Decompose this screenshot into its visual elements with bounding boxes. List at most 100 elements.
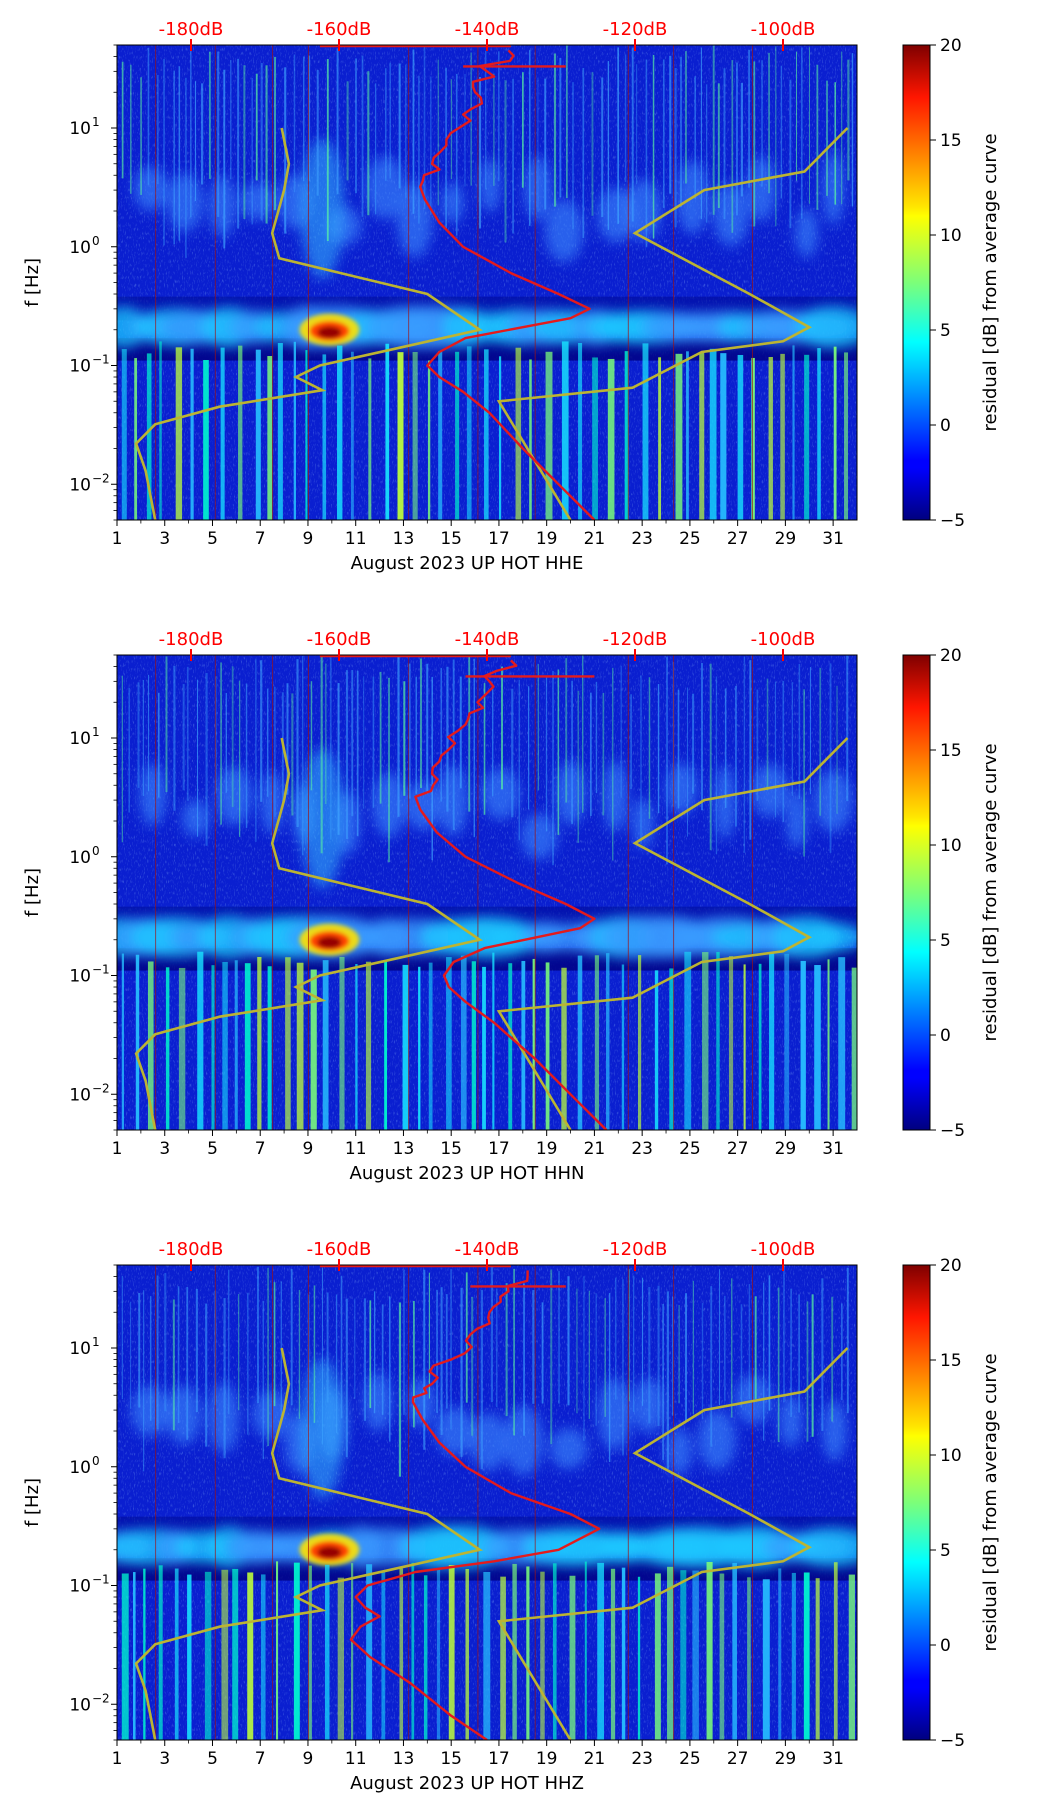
hf-line: [544, 78, 547, 210]
hf-line: [274, 56, 276, 211]
diffuse-blob: [795, 208, 818, 258]
hf-line: [142, 680, 144, 796]
y-tick-exponent: −2: [92, 471, 110, 485]
hf-line: [355, 58, 357, 194]
hf-line: [337, 683, 340, 835]
hf-line: [761, 60, 763, 187]
hf-line: [173, 70, 175, 245]
hf-line: [459, 676, 462, 789]
x-tick-label: 25: [679, 529, 701, 549]
hf-line: [582, 655, 584, 813]
y-tick-label: 10: [69, 848, 91, 868]
hf-line: [821, 1278, 824, 1431]
hf-line: [423, 45, 426, 210]
diffuse-blobs: [139, 748, 853, 889]
lowfreq-streak: [121, 1573, 129, 1740]
hf-line: [763, 1282, 765, 1441]
hf-line: [286, 683, 289, 795]
x-axis-title: August 2023 UP HOT HHZ: [350, 1773, 584, 1794]
microseism-blob: [790, 1527, 857, 1568]
lowfreq-streak: [747, 1577, 751, 1740]
lowfreq-streak: [324, 1564, 330, 1740]
hf-line: [620, 665, 622, 798]
x-tick-label: 17: [488, 1139, 510, 1159]
hf-line: [628, 1269, 630, 1402]
hf-line: [156, 1275, 159, 1430]
lowfreq-streak: [512, 1563, 517, 1740]
colorbar: 20 15 10 5 0 −5 residual [dB] from average cur…: [902, 36, 1001, 531]
x-tick-label: 19: [536, 529, 558, 549]
y-tick-exponent: −1: [92, 963, 110, 977]
lowfreq-streak: [339, 956, 345, 1130]
hf-line: [657, 1285, 660, 1426]
x-tick-label: 31: [822, 1139, 844, 1159]
hf-line: [789, 79, 792, 229]
top-db-axis: -180dB -160dB -140dB -120dB -100dB: [159, 629, 816, 661]
lowfreq-streak: [308, 1565, 312, 1740]
day-marker: [627, 655, 629, 1130]
hf-line: [566, 45, 568, 199]
hf-line: [783, 1265, 785, 1403]
mean-psd-curve: [419, 49, 596, 520]
hf-line: [798, 1294, 801, 1413]
lowfreq-streak: [438, 351, 443, 520]
hf-line: [748, 49, 750, 188]
top-db-label: -100dB: [751, 629, 816, 650]
lowfreq-streak: [121, 349, 127, 520]
lowfreq-streak: [381, 1571, 386, 1740]
hf-line: [571, 680, 573, 825]
day-marker: [272, 1265, 274, 1740]
day-marker: [751, 45, 753, 520]
hf-line: [678, 1304, 680, 1404]
lowfreq-streak: [322, 354, 327, 520]
hf-line: [436, 1289, 438, 1413]
lowfreq-streak: [397, 352, 404, 520]
day-marker: [751, 655, 753, 1130]
spectrogram: [117, 655, 857, 1130]
hf-line: [496, 1288, 498, 1408]
hf-line: [389, 62, 391, 179]
y-axis-title: f [Hz]: [22, 868, 43, 917]
hf-line: [652, 54, 655, 239]
lowfreq-streak: [159, 341, 162, 520]
hf-line: [473, 658, 475, 838]
lowfreq-streak: [365, 961, 372, 1130]
y-tick-base: 10: [69, 238, 91, 258]
hf-line: [296, 659, 299, 828]
colorbar-tick-label: 15: [940, 1351, 962, 1371]
y-tick-exponent: 0: [92, 234, 100, 248]
hf-line: [217, 51, 220, 217]
colorbar-tick-label: 0: [940, 416, 951, 436]
hf-line: [194, 81, 197, 201]
colorbar-label: residual [dB] from average curve: [980, 133, 1001, 431]
x-tick-label: 5: [207, 529, 218, 549]
lowfreq-streak: [436, 1569, 441, 1740]
lowfreq-streak: [624, 351, 629, 520]
hf-line: [801, 47, 803, 219]
hf-line: [558, 1271, 560, 1404]
hf-line: [809, 667, 811, 795]
hf-line: [164, 1273, 167, 1412]
hf-line: [493, 73, 495, 186]
lowfreq-streak: [569, 1575, 576, 1740]
diffuse-blob: [714, 765, 736, 840]
hf-line: [354, 1298, 356, 1399]
lowfreq-streak: [844, 352, 849, 520]
y-tick-exponent: 0: [92, 844, 100, 858]
lowfreq-streak: [134, 358, 138, 520]
top-db-label: -120dB: [603, 629, 668, 650]
hf-line: [513, 1268, 515, 1436]
x-tick-label: 13: [393, 1139, 415, 1159]
lowfreq-streak: [293, 341, 296, 520]
diffuse-blob: [470, 1413, 508, 1471]
lowfreq-streak: [203, 359, 209, 520]
lowfreq-streak: [851, 967, 857, 1130]
hf-line: [709, 663, 712, 851]
lowfreq-streak: [232, 1568, 239, 1740]
top-db-label: -160dB: [307, 629, 372, 650]
day-marker: [408, 1265, 410, 1740]
hf-line: [583, 1276, 585, 1441]
nlnm-curve: [134, 1347, 484, 1740]
lowfreq-streak: [692, 1570, 699, 1740]
hf-line: [559, 57, 562, 198]
